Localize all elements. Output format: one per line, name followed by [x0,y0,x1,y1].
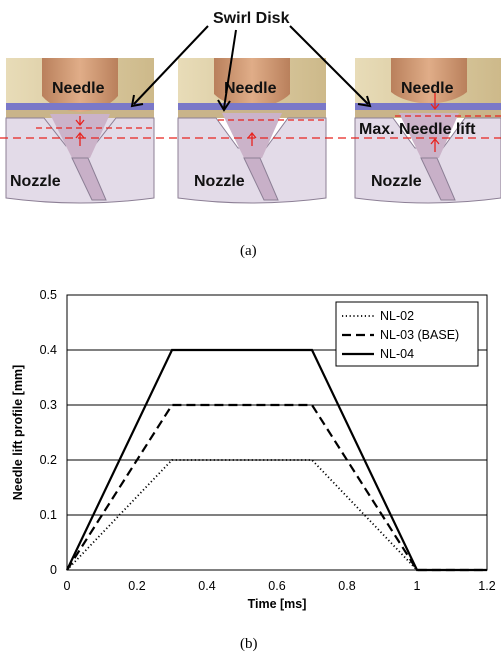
max-needle-lift-label: Max. Needle lift [359,121,476,138]
y-tick-label: 0.4 [40,343,57,357]
needle-lift-chart: 00.10.20.30.40.50 0.2 0.4 0.6 0.8 1 1.2 NL-02N… [11,288,496,652]
nozzle-label: Nozzle [371,173,422,190]
x-tick-label: 0.2 [128,579,145,593]
y-axis-title: Needle lift profile [mm] [11,365,25,500]
swirl-disk [6,103,154,110]
nozzle-label: Nozzle [10,173,61,190]
caption-b: (b) [240,636,258,652]
needle-label: Needle [401,80,454,97]
series-layer [66,348,487,572]
panel-3: Needle Max. Needle lift Nozzle [354,58,501,204]
nozzle-cone [399,113,459,158]
y-tick-label: 0.2 [40,453,57,467]
series-line-nl-04 [66,348,487,572]
legend-label: NL-04 [380,347,414,361]
panel-1: Needle Nozzle [5,58,155,204]
y-tick-label: 0.3 [40,398,57,412]
needle-body [391,58,467,104]
needle-label: Needle [224,80,277,97]
legend-label: NL-03 (BASE) [380,328,459,342]
callout-arrows [130,25,372,112]
nozzle-label: Nozzle [194,173,245,190]
y-tick-label: 0.1 [40,508,57,522]
legend: NL-02 NL-03 (BASE) NL-04 [335,301,479,367]
x-axis-title: Time [ms] [248,597,307,611]
y-tick-label: 0 [50,563,57,577]
nozzle-channel [420,157,456,201]
nozzle-channel [71,157,107,201]
swirl-disk-callout: Swirl Disk [213,10,290,27]
x-tick-label: 0 [64,579,71,593]
x-tick-label: 0.6 [268,579,285,593]
needle-label: Needle [52,80,105,97]
panel-2: Needle Nozzle [177,58,327,204]
x-tick-label: 0.4 [198,579,215,593]
y-tick-label: 0.5 [40,288,57,302]
x-tick-label: 0.8 [338,579,355,593]
axes: 0 0.1 0.2 0.3 0.4 0.5 0 0.2 0.4 0.6 0.8 1 1.2 [40,288,496,593]
injector-diagram: Needle Nozzle Needle Nozzle Needle Max. … [0,10,501,259]
caption-a: (a) [240,243,257,259]
x-tick-label: 1.2 [478,579,495,593]
nozzle-channel [243,157,279,201]
swirl-disk [355,103,501,110]
swirl-disk [178,103,326,110]
x-tick-label: 1 [414,579,421,593]
legend-label: NL-02 [380,309,414,323]
needle-body [42,58,118,112]
needle-body [214,58,290,108]
